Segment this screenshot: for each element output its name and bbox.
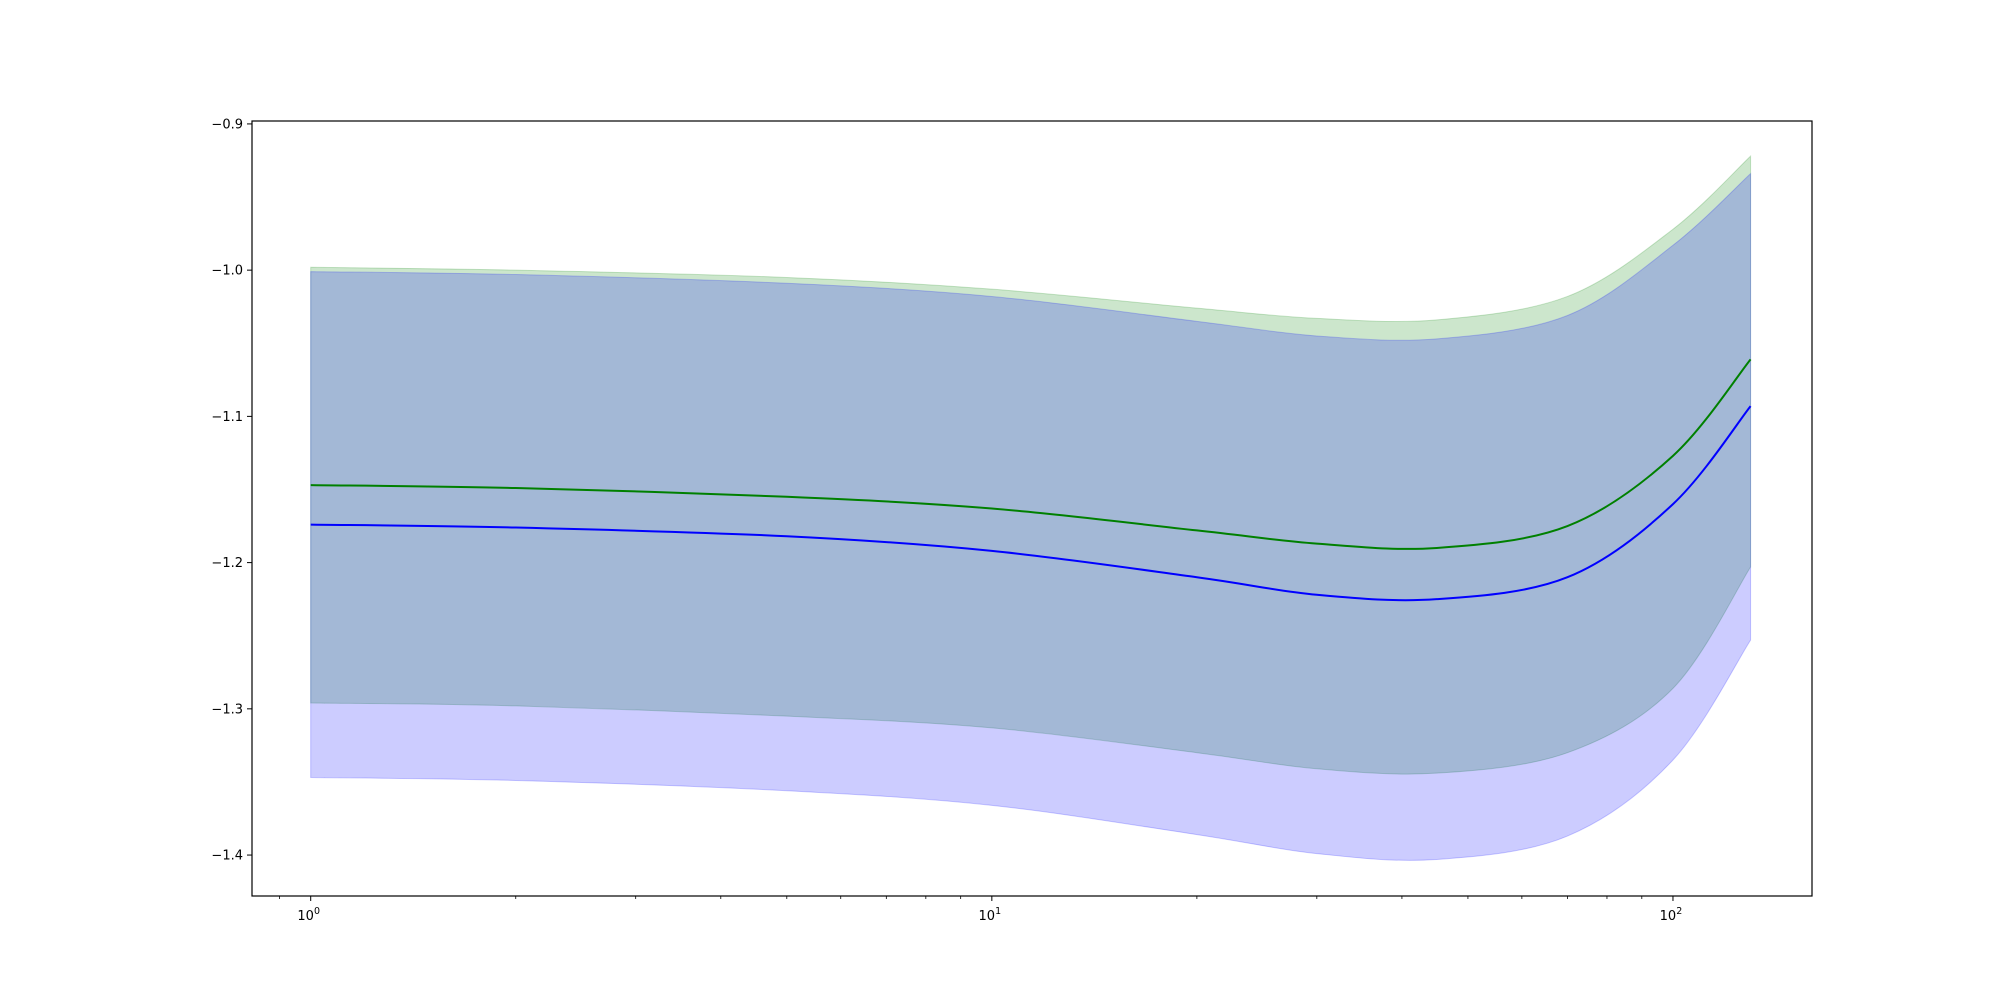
y-tick-label: −0.9 — [211, 117, 243, 132]
series-lines — [310, 358, 1752, 602]
confidence-bands — [310, 154, 1752, 861]
y-tick-label: −1.0 — [211, 264, 243, 279]
plot-frame — [251, 120, 1813, 897]
confidence-band-1 — [310, 154, 1752, 775]
x-tick-exponent: 1 — [995, 906, 1001, 917]
confidence-band-2 — [310, 172, 1752, 861]
x-tick-label: 101 — [979, 906, 1002, 924]
y-tick-label: −1.4 — [211, 849, 243, 864]
x-tick-exponent: 2 — [1676, 906, 1682, 917]
x-tick-exponent: 0 — [314, 906, 320, 917]
series-line-1 — [310, 358, 1752, 550]
y-tick-label: −1.2 — [211, 556, 243, 571]
x-tick-label: 100 — [297, 906, 320, 924]
y-tick-label: −1.1 — [211, 410, 243, 425]
series-line-2 — [310, 405, 1752, 602]
x-tick-label: 102 — [1660, 906, 1683, 924]
y-tick-label: −1.3 — [211, 702, 243, 717]
